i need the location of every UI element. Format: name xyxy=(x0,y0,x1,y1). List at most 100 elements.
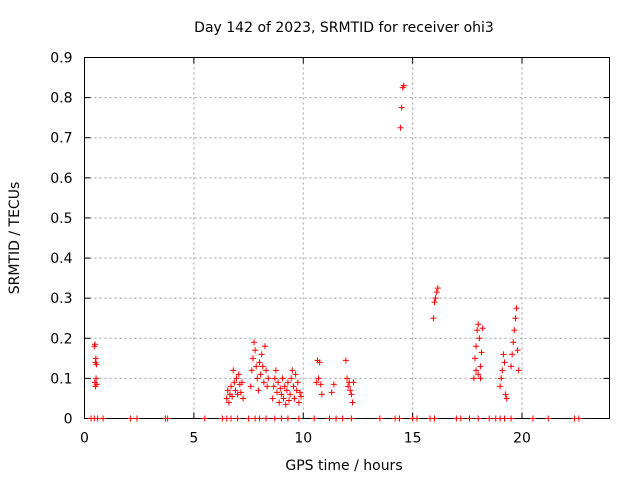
data-point xyxy=(575,415,582,422)
data-point xyxy=(256,359,263,366)
data-point xyxy=(134,415,140,422)
grid xyxy=(84,57,610,419)
data-point xyxy=(232,387,239,394)
data-point xyxy=(296,389,303,396)
data-point xyxy=(229,393,236,400)
data-point xyxy=(476,335,483,342)
data-point xyxy=(473,367,480,374)
data-point xyxy=(471,355,478,362)
data-point xyxy=(281,383,288,390)
data-point xyxy=(223,395,230,402)
data-point xyxy=(257,371,264,378)
data-point xyxy=(499,367,506,374)
data-point xyxy=(501,415,508,422)
data-point xyxy=(245,415,252,422)
data-point xyxy=(292,371,299,378)
data-point xyxy=(431,299,438,306)
y-axis-ticks: 0 0.1 0.2 0.3 0.4 0.5 0.6 0.7 0.8 0.9 xyxy=(50,51,610,428)
y-tick-label: 0.8 xyxy=(50,91,72,107)
data-point xyxy=(508,415,515,422)
data-point xyxy=(225,399,232,406)
data-point xyxy=(253,363,260,370)
data-point xyxy=(348,415,355,422)
data-point xyxy=(275,379,282,386)
data-point xyxy=(348,391,355,398)
data-point xyxy=(127,415,134,422)
x-axis-label: GPS time / hours xyxy=(285,458,402,474)
data-point xyxy=(311,415,318,422)
data-point xyxy=(477,375,484,382)
data-point xyxy=(477,363,484,370)
data-point xyxy=(318,391,325,398)
data-point xyxy=(282,401,289,408)
data-point xyxy=(316,359,323,366)
data-point xyxy=(502,391,509,398)
data-point xyxy=(475,321,482,328)
data-point xyxy=(294,379,301,386)
y-tick-label: 0.3 xyxy=(50,291,72,307)
y-tick-label: 0.5 xyxy=(50,211,72,227)
data-point xyxy=(278,391,285,398)
data-point xyxy=(279,375,286,382)
data-point xyxy=(263,367,270,374)
data-point xyxy=(288,375,295,382)
data-point xyxy=(93,375,100,382)
y-tick-label: 0.9 xyxy=(50,51,72,67)
y-tick-label: 0.6 xyxy=(50,171,72,187)
data-point xyxy=(479,325,486,332)
data-point xyxy=(289,367,296,374)
data-point xyxy=(259,363,266,370)
data-point xyxy=(501,359,508,366)
data-point xyxy=(486,415,493,422)
data-point xyxy=(255,387,262,394)
data-point xyxy=(475,371,482,378)
data-point xyxy=(237,389,244,396)
data-point xyxy=(201,415,208,422)
data-point xyxy=(433,289,440,296)
data-point xyxy=(164,415,171,422)
data-point xyxy=(478,349,485,356)
data-point xyxy=(251,339,258,346)
x-tick-label: 0 xyxy=(80,431,89,447)
data-point xyxy=(93,381,100,388)
data-point xyxy=(248,367,255,374)
data-point xyxy=(231,379,238,386)
data-point xyxy=(509,351,516,358)
data-point xyxy=(457,415,464,422)
data-point xyxy=(498,375,505,382)
data-point xyxy=(432,295,439,302)
data-point xyxy=(347,387,354,394)
data-point xyxy=(431,415,438,422)
x-axis-ticks: 0 5 10 15 20 xyxy=(80,57,531,447)
data-point xyxy=(271,375,278,382)
data-point xyxy=(286,397,293,404)
data-point xyxy=(497,383,504,390)
data-point xyxy=(376,415,383,422)
data-point xyxy=(92,341,98,348)
data-point xyxy=(414,415,420,422)
data-point xyxy=(234,391,241,398)
data-point xyxy=(278,415,285,422)
data-point xyxy=(228,383,235,390)
data-point xyxy=(342,357,349,364)
data-point xyxy=(434,285,441,292)
data-point xyxy=(293,387,300,394)
data-point xyxy=(398,104,405,111)
data-point xyxy=(508,363,515,370)
data-point xyxy=(290,383,297,390)
x-tick-label: 20 xyxy=(513,431,531,447)
plot-frame xyxy=(84,57,610,419)
data-point xyxy=(247,383,254,390)
data-point xyxy=(224,387,231,394)
data-point xyxy=(330,381,337,388)
data-point xyxy=(512,315,519,322)
data-point xyxy=(261,343,268,350)
y-tick-label: 0.7 xyxy=(50,131,72,147)
data-point xyxy=(298,393,305,400)
data-point xyxy=(400,82,407,89)
scatter-points xyxy=(88,82,582,422)
data-point xyxy=(529,415,536,422)
data-point xyxy=(430,315,437,322)
data-point xyxy=(345,383,352,390)
